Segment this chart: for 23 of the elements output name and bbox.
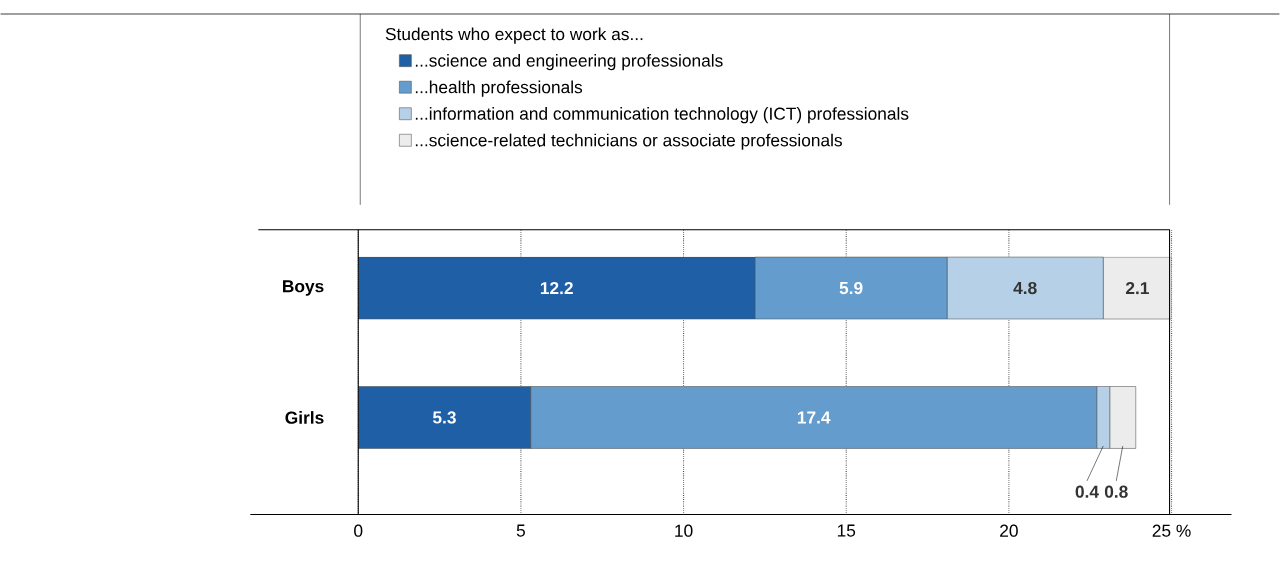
legend-label: ...science and engineering professionals: [415, 54, 723, 71]
data-label: 5.3: [432, 411, 456, 424]
x-tick-label: 5: [516, 524, 525, 537]
legend-label: ...information and communication technology (ICT) professionals: [415, 107, 909, 124]
bar: [1109, 386, 1137, 449]
x-tick-label: 10: [675, 524, 693, 538]
x-tick-label: 15: [837, 524, 856, 537]
x-tick-label: 25 %: [1152, 524, 1191, 538]
y-tick-label: Girls: [285, 411, 324, 425]
data-label: 2.1: [1125, 282, 1149, 295]
data-label: 0.8: [1104, 485, 1128, 499]
data-label: 0.4: [1075, 485, 1099, 499]
x-tick-label: 20: [1000, 524, 1018, 538]
legend-title: Students who expect to work as...: [385, 27, 643, 44]
legend-label: ...health professionals: [415, 80, 583, 97]
legend-label: ...science-related technicians or associate professionals: [415, 133, 842, 151]
data-label: 12.2: [540, 282, 573, 295]
x-tick-label: 0: [354, 524, 363, 538]
data-label: 17.4: [797, 411, 831, 424]
y-tick-label: Boys: [283, 280, 324, 297]
data-label: 4.8: [1013, 282, 1037, 295]
bar: [1102, 257, 1172, 320]
data-label: 5.9: [839, 282, 863, 295]
